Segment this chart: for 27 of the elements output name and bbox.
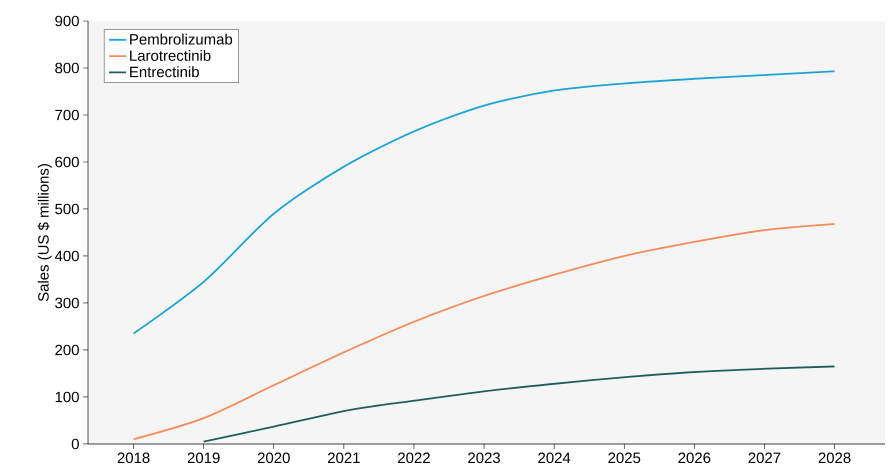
y-axis-title: Sales (US $ millions) xyxy=(38,164,52,302)
y-tick-label: 0 xyxy=(72,438,79,450)
x-tick-label: 2019 xyxy=(188,452,220,464)
legend-label: Entrectinib xyxy=(130,66,199,78)
y-tick-label: 900 xyxy=(55,16,79,26)
line-series xyxy=(132,223,836,440)
x-tick-label: 2020 xyxy=(258,452,290,464)
line-series xyxy=(202,366,836,443)
x-tick-label: 2027 xyxy=(748,452,780,464)
x-tick-label: 2026 xyxy=(678,452,710,464)
y-tick-label: 800 xyxy=(55,62,79,74)
y-tick-label: 600 xyxy=(55,156,79,168)
y-tick-label: 400 xyxy=(54,250,79,262)
y-tick-label: 300 xyxy=(55,298,79,308)
x-tick-label: 2024 xyxy=(538,452,570,464)
y-tick-label: 500 xyxy=(55,204,79,214)
x-tick-label: 2022 xyxy=(398,452,430,464)
x-tick-label: 2018 xyxy=(118,452,150,464)
x-tick-label: 2023 xyxy=(468,452,500,464)
y-tick-label: 700 xyxy=(55,110,79,120)
x-tick-label: 2021 xyxy=(328,452,360,464)
x-tick-label: 2028 xyxy=(818,452,850,464)
legend-label: Larotrectinib xyxy=(130,50,211,61)
y-tick-label: 100 xyxy=(56,392,79,402)
legend-label: Pembrolizumab xyxy=(130,34,232,45)
x-tick-label: 2025 xyxy=(608,452,640,464)
y-tick-label: 200 xyxy=(55,344,79,356)
